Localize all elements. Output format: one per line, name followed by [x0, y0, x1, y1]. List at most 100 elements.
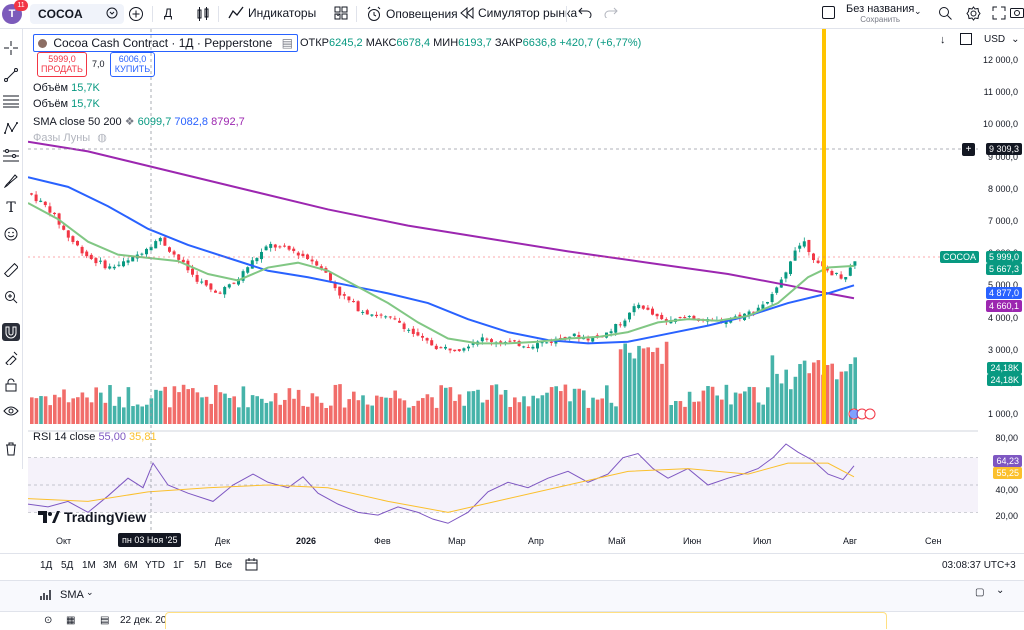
crosshair-icon[interactable]: [2, 39, 20, 57]
volume-bar: [720, 399, 724, 424]
candle-body: [628, 312, 631, 320]
ruler-icon[interactable]: [2, 261, 20, 279]
symbol-price-tag: COCOA: [940, 251, 980, 263]
screener-icon[interactable]: [40, 589, 52, 604]
volume-bar: [687, 391, 692, 424]
clock[interactable]: 03:08:37 UTC+3: [942, 560, 1016, 571]
volume-bar: [513, 397, 517, 424]
zoom-in-icon[interactable]: [2, 288, 20, 306]
quick-search-button[interactable]: [938, 6, 953, 21]
range-button[interactable]: 5Д: [61, 560, 74, 571]
alerts-button[interactable]: Оповещения: [366, 6, 458, 22]
range-button[interactable]: 6М: [124, 560, 138, 571]
chevron-down-icon[interactable]: ⌄: [86, 587, 94, 597]
volume-bar: [559, 391, 563, 424]
magnet-icon[interactable]: [2, 323, 20, 341]
settings-button[interactable]: [966, 6, 981, 21]
range-button[interactable]: YTD: [145, 560, 165, 571]
volume-bar: [692, 401, 696, 424]
eye-off-icon[interactable]: ◍: [97, 132, 107, 144]
volume-bar: [568, 401, 572, 424]
layout-button[interactable]: [822, 6, 835, 19]
table-icon[interactable]: ▦: [66, 615, 76, 626]
sma-legend[interactable]: SMA close 50 200 ❖ 6099,7 7082,8 8792,7: [33, 115, 245, 128]
trend-line-icon[interactable]: [2, 66, 20, 84]
range-button[interactable]: 1М: [82, 560, 96, 571]
candle-body: [480, 337, 484, 342]
candle-body: [122, 261, 125, 267]
volume-legend-1[interactable]: Объём 15,7K: [33, 82, 100, 94]
candle-body: [421, 335, 424, 338]
calendar-icon[interactable]: ▤: [100, 615, 110, 626]
trash-icon[interactable]: [2, 440, 20, 458]
layout-name-block[interactable]: Без названия Сохранить: [846, 3, 914, 24]
candle-body: [269, 243, 273, 248]
candle-body: [467, 346, 470, 349]
text-icon[interactable]: T: [6, 200, 16, 216]
scroll-down-icon[interactable]: ↓: [940, 34, 946, 46]
panel-title[interactable]: SMA: [60, 589, 84, 601]
price-chart[interactable]: [28, 29, 978, 534]
rsi-line: [28, 443, 855, 524]
tradingview-logo[interactable]: TradingView: [38, 509, 146, 525]
symbol-legend[interactable]: Cocoa Cash Contract · 1Д · Pepperstone ▤: [33, 34, 298, 52]
chart-type-button[interactable]: [196, 6, 210, 22]
chevron-down-icon[interactable]: ⌄: [914, 6, 922, 16]
fib-icon[interactable]: [2, 92, 20, 110]
maximize-pane-icon[interactable]: [960, 33, 972, 45]
volume-bar: [324, 407, 328, 424]
currency-selector[interactable]: USD ⌄: [984, 34, 1020, 45]
rsi-legend[interactable]: RSI 14 close 55,00 35,81: [33, 431, 157, 443]
symbol-search[interactable]: COCOA: [30, 4, 124, 24]
interval-button[interactable]: Д: [164, 6, 172, 20]
panel-expand-icon[interactable]: ▢: [975, 587, 985, 598]
date-range-icon[interactable]: [245, 558, 258, 574]
undo-button[interactable]: [578, 6, 592, 18]
range-button[interactable]: Все: [215, 560, 233, 571]
volume-bar: [646, 347, 650, 424]
filter-icon[interactable]: ⊙: [44, 615, 53, 626]
time-tick: Июл: [753, 536, 772, 546]
sell-button[interactable]: 5999,0 ПРОДАТЬ: [37, 52, 87, 77]
volume-bar: [747, 386, 752, 424]
volume-legend-2[interactable]: Объём 15,7K: [33, 98, 100, 110]
lock-icon[interactable]: [2, 376, 20, 394]
candle-body: [807, 239, 811, 253]
eye-icon[interactable]: [2, 402, 20, 420]
lock-drawing-icon[interactable]: [2, 349, 20, 367]
add-alert-icon[interactable]: +: [962, 143, 975, 156]
brush-icon[interactable]: [2, 172, 20, 190]
volume-bar: [223, 393, 227, 424]
range-button[interactable]: 3М: [103, 560, 117, 571]
projection-icon[interactable]: [2, 146, 20, 164]
range-button[interactable]: 5Л: [194, 560, 207, 571]
moon-phase-legend[interactable]: Фазы Луны ◍: [33, 131, 107, 144]
layouts-button[interactable]: [334, 6, 348, 20]
snapshot-button[interactable]: [1010, 6, 1024, 18]
fullscreen-button[interactable]: [992, 6, 1006, 20]
time-tick: Фев: [374, 536, 391, 546]
candle-body: [646, 307, 650, 310]
sma-settings-icon[interactable]: ❖: [124, 116, 135, 128]
redo-button[interactable]: [604, 6, 618, 18]
gear-icon: [966, 6, 981, 21]
range-button[interactable]: 1Г: [173, 560, 184, 571]
event-flags-icon[interactable]: [848, 408, 876, 420]
panel-collapse-icon[interactable]: ⌄: [996, 585, 1005, 596]
ohlc-values: ОТКР6245,2 МАКС6678,4 МИН6193,7 ЗАКР6636…: [300, 37, 641, 49]
replay-button[interactable]: Симулятор рынка: [460, 6, 577, 20]
avatar-letter: T: [8, 8, 16, 20]
indicators-button[interactable]: Индикаторы ⌄: [228, 6, 342, 20]
volume-bar: [393, 390, 397, 424]
price-axis[interactable]: 12 000,0 11 000,0 10 000,0 9 000,0 8 000,0 7 …: [940, 29, 1024, 534]
compare-button[interactable]: [128, 6, 144, 22]
emoji-icon[interactable]: [2, 225, 20, 243]
range-button[interactable]: 1Д: [40, 560, 53, 571]
volume-bar: [434, 407, 439, 424]
visibility-toggle-icon[interactable]: ▤: [281, 36, 293, 50]
candle-body: [356, 301, 360, 312]
buy-button[interactable]: 6006,0 КУПИТЬ: [110, 52, 155, 77]
pattern-icon[interactable]: [2, 119, 20, 137]
candle-body: [425, 338, 429, 341]
time-axis[interactable]: Окт Дек 2026 Фев Мар Апр Май Июн Июл Авг Сен: [28, 532, 978, 550]
